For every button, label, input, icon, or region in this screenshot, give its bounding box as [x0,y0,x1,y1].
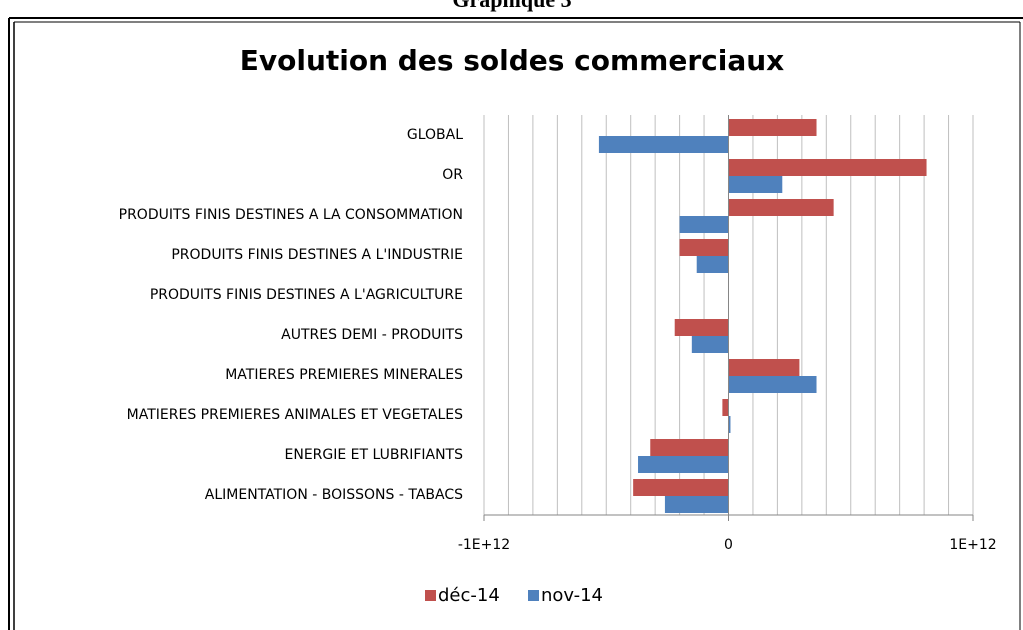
y-tick-label: MATIERES PREMIERES MINERALES [225,367,463,383]
y-tick-label: OR [442,167,463,183]
x-tick-label: 0 [724,537,733,553]
bar [638,456,729,473]
x-tick-label: 1E+12 [949,537,996,553]
legend-label: nov-14 [541,585,603,606]
bar [679,239,729,256]
bar [728,359,800,376]
y-tick-label: PRODUITS FINIS DESTINES A L'AGRICULTURE [150,287,463,303]
bar [664,496,729,513]
bar [728,376,817,393]
bar [696,256,729,273]
bar [633,479,729,496]
bar [598,136,729,153]
legend-swatch [528,590,539,601]
bar [674,319,729,336]
page-title: Graphique 3 [452,0,571,12]
bar [691,336,729,353]
bar [728,119,817,136]
y-tick-label: MATIERES PREMIERES ANIMALES ET VEGETALES [127,407,463,423]
bar [728,199,834,216]
bar [722,399,729,416]
y-tick-label: GLOBAL [407,127,463,143]
y-tick-label: PRODUITS FINIS DESTINES A LA CONSOMMATIO… [119,207,463,223]
x-tick-label: -1E+12 [458,537,510,553]
legend-swatch [425,590,436,601]
bar [728,159,927,176]
chart-title: Evolution des soldes commerciaux [240,44,785,77]
legend-label: déc-14 [438,585,500,606]
y-tick-label: ALIMENTATION - BOISSONS - TABACS [205,487,463,503]
y-tick-label: PRODUITS FINIS DESTINES A L'INDUSTRIE [171,247,463,263]
bar [728,176,783,193]
bar [650,439,729,456]
bar [679,216,729,233]
y-tick-label: AUTRES DEMI - PRODUITS [281,327,463,343]
y-tick-label: ENERGIE ET LUBRIFIANTS [285,447,464,463]
bar [728,416,731,433]
